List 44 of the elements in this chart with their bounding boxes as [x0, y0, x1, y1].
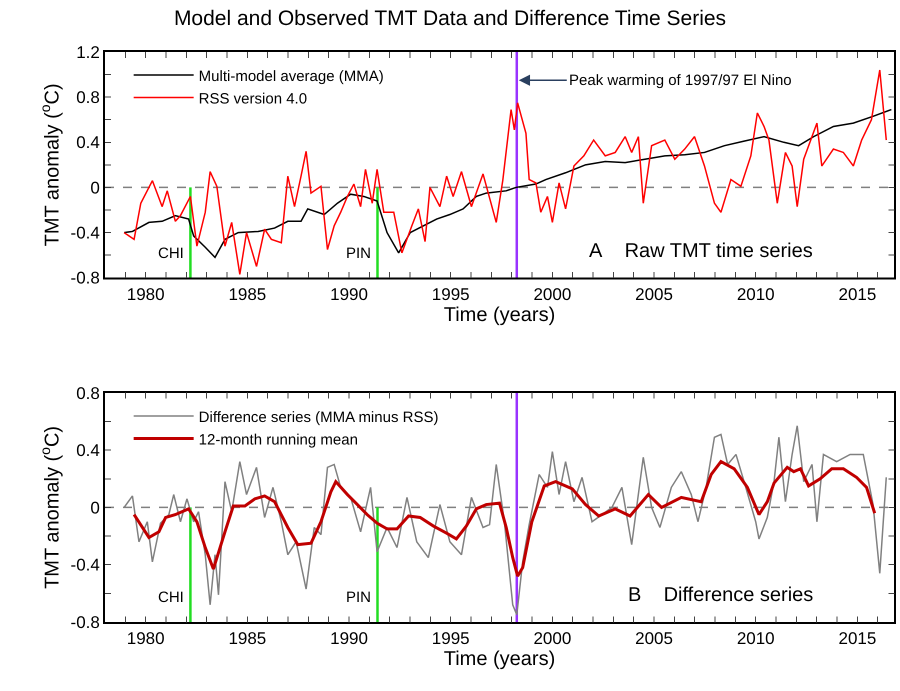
- y-tick-label: 0.4: [76, 133, 100, 152]
- x-tick-label: 2005: [635, 629, 673, 648]
- x-tick-label: 1980: [126, 284, 165, 304]
- line-series: [123, 69, 888, 276]
- line-series: [132, 460, 876, 578]
- chart-title: Model and Observed TMT Data and Difference Time Series: [174, 7, 726, 30]
- legend-label: Difference series (MMA minus RSS): [198, 408, 438, 426]
- y-tick-label: 0.8: [76, 384, 100, 403]
- x-tick-label: 2015: [838, 629, 876, 648]
- x-tick-label: 2010: [736, 284, 775, 304]
- x-tick-label: 1980: [126, 629, 165, 648]
- legend-label: RSS version 4.0: [198, 90, 308, 108]
- line-series: [123, 108, 892, 258]
- annotation: Peak warming of 1997/97 El Nino: [569, 72, 792, 89]
- x-tick-label: 2005: [635, 284, 673, 304]
- y-tick-label: -0.8: [70, 612, 100, 632]
- y-tick-label: -0.4: [70, 224, 100, 243]
- x-tick-label: 2010: [736, 629, 775, 648]
- y-tick-label: -0.8: [70, 268, 100, 288]
- annotation: A Raw TMT time series: [589, 240, 813, 262]
- ref-line-label: PIN: [346, 589, 372, 606]
- x-tick-label: 1990: [330, 284, 368, 304]
- legend-label: 12-month running mean: [198, 431, 358, 448]
- x-tick-label: 1985: [228, 629, 266, 648]
- x-axis-title: Time (years): [444, 648, 556, 670]
- x-tick-label: 2000: [533, 284, 572, 304]
- x-tick-label: 1995: [432, 629, 470, 648]
- x-tick-label: 1995: [432, 284, 470, 304]
- ref-line-label: CHI: [158, 589, 184, 606]
- x-tick-label: 1990: [330, 629, 368, 648]
- x-tick-label: 2000: [533, 629, 572, 648]
- x-tick-label: 2015: [838, 284, 876, 304]
- x-axis-title: Time (years): [444, 304, 556, 326]
- legend-label: Multi-model average (MMA): [198, 68, 384, 85]
- y-tick-label: 0.8: [76, 88, 100, 108]
- y-tick-label: 0: [90, 498, 100, 518]
- y-tick-label: 0.4: [76, 441, 100, 460]
- y-tick-label: -0.4: [70, 556, 100, 575]
- ref-line-label: CHI: [158, 245, 184, 262]
- y-tick-label: 0: [90, 178, 100, 198]
- ref-line-label: PIN: [346, 245, 372, 262]
- x-tick-label: 1985: [228, 284, 266, 304]
- annotation: B Difference series: [628, 584, 814, 606]
- y-tick-label: 1.2: [76, 42, 100, 62]
